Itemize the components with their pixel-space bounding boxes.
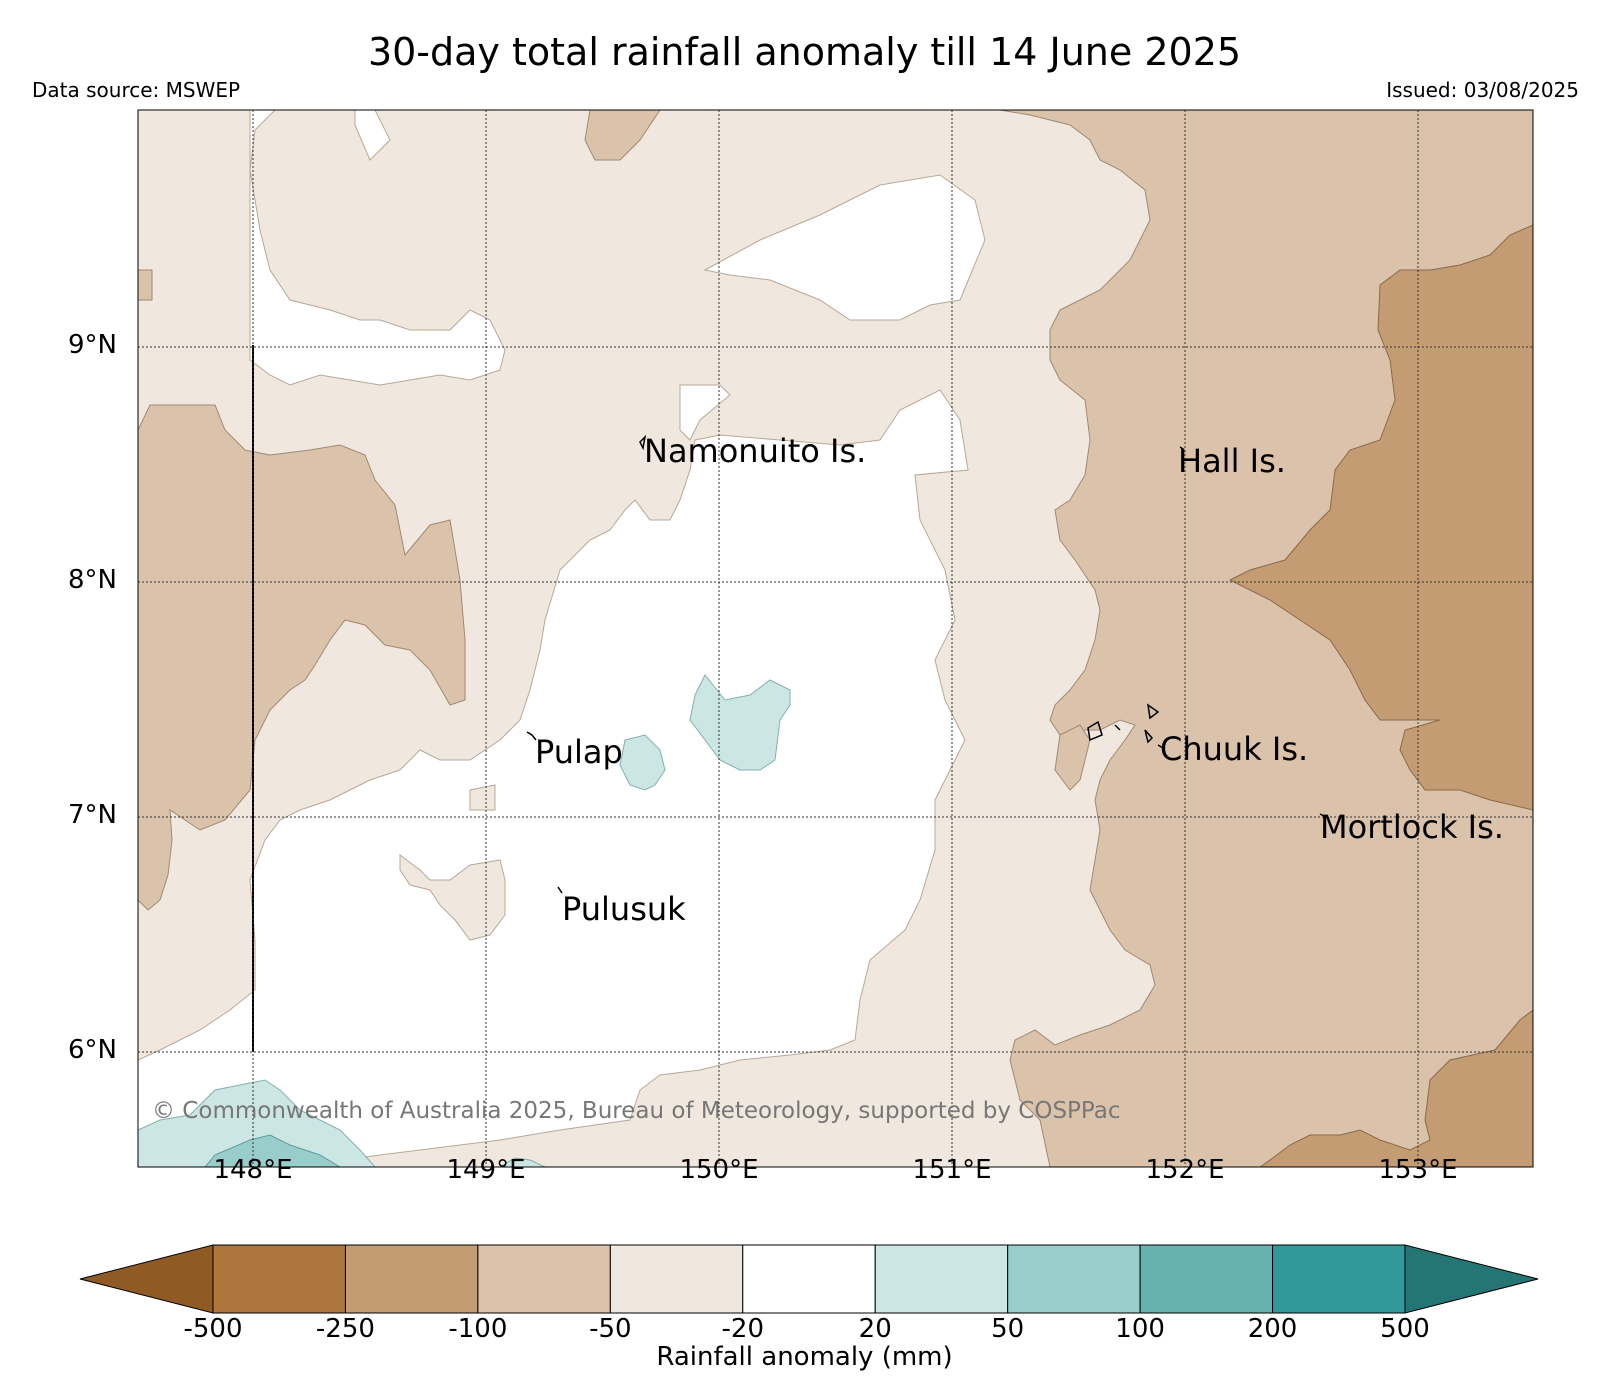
graticule xyxy=(138,110,1533,1167)
colorbar-tick-label: 100 xyxy=(1115,1314,1165,1344)
island-outlines xyxy=(526,434,1325,894)
colorbar-tick-label: -20 xyxy=(721,1314,764,1344)
colorbar-tick-label: -50 xyxy=(589,1314,632,1344)
colorbar-segment xyxy=(609,1244,744,1314)
colorbar-segment xyxy=(477,1244,611,1314)
lat-label-8n: 8°N xyxy=(68,565,117,595)
colorbar-segment xyxy=(1272,1244,1406,1314)
colorbar-tick-label: 50 xyxy=(991,1314,1025,1344)
colorbar xyxy=(79,1244,1539,1314)
map-title: 30-day total rainfall anomaly till 14 Ju… xyxy=(367,30,1242,74)
colorbar-tick-label: 20 xyxy=(858,1314,892,1344)
copyright-notice: © Commonwealth of Australia 2025, Bureau… xyxy=(152,1098,1121,1124)
colorbar-extend-low xyxy=(79,1244,214,1314)
place-pulap: Pulap xyxy=(535,733,623,771)
colorbar-segment xyxy=(874,1244,1009,1314)
lat-label-6n: 6°N xyxy=(68,1035,117,1065)
colorbar-segment xyxy=(1007,1244,1141,1314)
colorbar-segment xyxy=(344,1244,479,1314)
lon-label-149e: 149°E xyxy=(446,1155,526,1185)
lat-label-9n: 9°N xyxy=(68,330,117,360)
colorbar-segment xyxy=(212,1244,346,1314)
colorbar-extend-high xyxy=(1404,1244,1539,1314)
colorbar-title: Rainfall anomaly (mm) xyxy=(656,1342,953,1372)
place-hall: Hall Is. xyxy=(1178,442,1286,480)
lon-label-148e: 148°E xyxy=(213,1155,293,1185)
place-namonuito: Namonuito Is. xyxy=(644,432,867,470)
lat-label-7n: 7°N xyxy=(68,800,117,830)
lon-label-153e: 153°E xyxy=(1378,1155,1458,1185)
lon-label-152e: 152°E xyxy=(1145,1155,1225,1185)
colorbar-tick-label: 200 xyxy=(1247,1314,1298,1344)
place-chuuk: Chuuk Is. xyxy=(1160,730,1309,768)
map-frame xyxy=(137,109,1534,1168)
colorbar-segment xyxy=(1139,1244,1274,1314)
colorbar-segment xyxy=(742,1244,876,1314)
lon-label-150e: 150°E xyxy=(679,1155,759,1185)
place-mortlock: Mortlock Is. xyxy=(1320,808,1504,846)
colorbar-tick-label: -100 xyxy=(448,1314,508,1344)
lon-label-151e: 151°E xyxy=(912,1155,992,1185)
data-source: Data source: MSWEP xyxy=(32,78,241,102)
anomaly-fill xyxy=(138,110,1533,1167)
place-pulusuk: Pulusuk xyxy=(562,890,686,928)
colorbar-tick-label: -500 xyxy=(183,1314,243,1344)
issued-date: Issued: 03/08/2025 xyxy=(1386,78,1579,102)
colorbar-tick-label: -250 xyxy=(315,1314,375,1344)
colorbar-tick-label: 500 xyxy=(1380,1314,1430,1344)
